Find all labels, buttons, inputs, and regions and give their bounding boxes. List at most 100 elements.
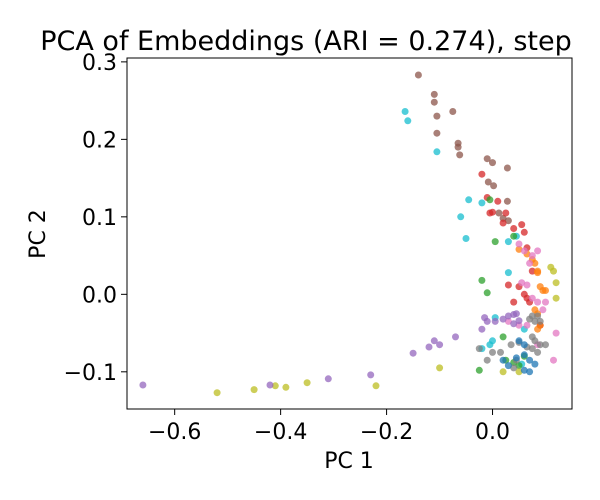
scatter-point (490, 182, 498, 190)
scatter-point (504, 238, 512, 246)
scatter-point (528, 345, 536, 353)
scatter-point (504, 281, 512, 289)
scatter-point (475, 345, 483, 353)
scatter-point (534, 348, 542, 356)
y-tick-label: 0.1 (82, 206, 117, 231)
scatter-point (495, 209, 503, 217)
scatter-point (552, 279, 560, 287)
chart-title: PCA of Embeddings (ARI = 0.274), step (40, 26, 572, 57)
scatter-point (534, 247, 542, 255)
scatter-point (489, 208, 496, 216)
scatter-point (478, 325, 486, 333)
scatter-point (534, 269, 542, 277)
scatter-point (266, 381, 274, 389)
x-tick-label: −0.6 (148, 420, 201, 445)
scatter-point (515, 245, 523, 253)
scatter-point (518, 279, 526, 287)
ticks-layer: −0.6 −0.4 −0.2 0.0 −0.1 0.0 0.1 0.2 0.3 (64, 51, 510, 445)
scatter-point (520, 341, 528, 349)
scatter-point (542, 298, 549, 306)
scatter-point (536, 317, 544, 325)
points-layer (139, 71, 560, 397)
x-tick-label: −0.4 (254, 420, 307, 445)
scatter-point (518, 221, 526, 229)
scatter-point (531, 337, 539, 345)
scatter-point (491, 238, 499, 246)
scatter-point (483, 289, 491, 297)
scatter-point (526, 368, 534, 376)
scatter-point (510, 225, 518, 232)
scatter-point (483, 155, 491, 163)
scatter-point (523, 321, 531, 329)
scatter-point (550, 356, 557, 364)
scatter-point (430, 90, 438, 98)
scatter-point (502, 209, 510, 217)
x-tick-label: 0.0 (475, 420, 510, 445)
scatter-point (456, 151, 464, 159)
scatter-point (520, 228, 528, 236)
scatter-point (213, 389, 221, 397)
scatter-point (433, 129, 441, 137)
scatter-point (430, 337, 438, 345)
scatter-point (528, 294, 536, 302)
scatter-point (507, 341, 515, 349)
scatter-point (433, 112, 441, 120)
plot-frame (126, 57, 573, 410)
scatter-point (528, 252, 536, 260)
scatter-point (528, 267, 536, 275)
y-tick-label: 0.2 (82, 128, 117, 153)
scatter-point (520, 366, 528, 374)
scatter-point (497, 348, 504, 356)
scatter-point (404, 117, 412, 125)
scatter-point (503, 164, 511, 172)
scatter-point (483, 356, 491, 364)
scatter-point (475, 366, 483, 374)
scatter-point (478, 170, 486, 178)
scatter-point (457, 213, 465, 221)
y-tick-label: 0.3 (82, 51, 117, 76)
scatter-point (271, 382, 279, 390)
scatter-point (436, 341, 444, 349)
scatter-point (526, 356, 534, 364)
scatter-point (486, 196, 494, 204)
scatter-point (503, 197, 511, 205)
scatter-point (550, 267, 557, 275)
scatter-point (512, 310, 520, 318)
scatter-point (489, 348, 496, 356)
scatter-point (499, 333, 507, 341)
scatter-point (425, 343, 433, 351)
scatter-point (478, 276, 486, 284)
scatter-point (478, 199, 486, 207)
scatter-point (483, 317, 491, 325)
scatter-point (515, 337, 523, 345)
scatter-point (542, 287, 549, 294)
scatter-point (526, 259, 534, 267)
scatter-point (536, 341, 544, 349)
scatter-point (539, 306, 547, 314)
scatter-point (510, 320, 518, 328)
scatter-point (515, 368, 523, 376)
scatter-point (494, 197, 502, 205)
scatter-point (303, 379, 311, 387)
scatter-point (372, 382, 380, 390)
scatter-point (504, 362, 512, 370)
scatter-point (401, 108, 409, 115)
scatter-point (510, 232, 518, 240)
scatter-point (499, 219, 507, 227)
scatter-point (534, 325, 542, 333)
scatter-point (486, 341, 494, 349)
scatter-point (520, 247, 528, 255)
y-tick-label: 0.0 (82, 283, 117, 308)
scatter-point (531, 259, 539, 267)
scatter-point (324, 375, 332, 383)
scatter-point (515, 317, 523, 325)
scatter-point (282, 383, 290, 391)
scatter-point (552, 294, 560, 302)
scatter-point (139, 381, 147, 389)
scatter-point (484, 178, 492, 186)
scatter-point (504, 217, 512, 225)
scatter-point (499, 315, 507, 323)
x-tick-label: −0.2 (360, 420, 413, 445)
scatter-point (512, 354, 520, 362)
